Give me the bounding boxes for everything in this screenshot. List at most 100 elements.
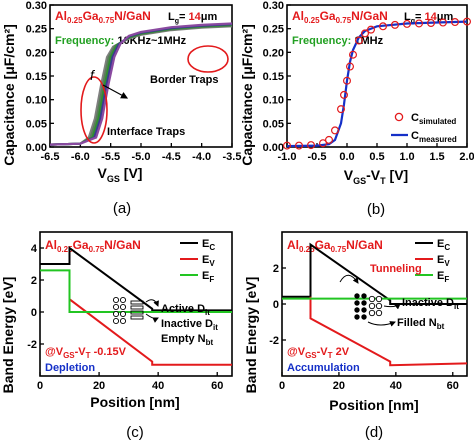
y-tick-label: 4 [31, 243, 38, 255]
panel-c-yticks: -2 0 2 4 [27, 243, 44, 351]
y-tick-label: 0.20 [26, 47, 47, 59]
y-tick-label: 0 [31, 307, 37, 319]
x-tick-label: -4.0 [192, 151, 211, 163]
y-tick-label: 0.15 [263, 71, 284, 83]
x-tick-label: 2.0 [459, 151, 474, 163]
panel-c-trap-icons [112, 296, 159, 325]
simulated-cv-point [451, 18, 460, 27]
simulated-cv-point [439, 18, 448, 27]
panel-d: Band Energy [eV] -2 0 2 0 20 40 60 Al0.25Ga0.… [243, 231, 468, 441]
panel-c-active-dit: Active Dit [161, 303, 210, 317]
panel-d-tunneling: Tunneling [370, 263, 422, 275]
y-tick-label: 0.00 [26, 142, 47, 154]
panel-c-inactive-dit: Inactive Dit [161, 318, 218, 332]
panel-a-axes [49, 4, 233, 148]
x-tick-label: -0.5 [308, 151, 327, 163]
legend-label: EF [437, 270, 449, 284]
simulated-cv-point [463, 17, 472, 26]
panel-d-ylabel: Band Energy [eV] [243, 277, 259, 394]
x-tick-label: 1.5 [429, 151, 444, 163]
x-tick-label: -3.5 [223, 151, 242, 163]
simulated-cv-point [337, 105, 346, 114]
y-tick-label: 0.10 [263, 95, 284, 107]
simulated-cv-point [367, 25, 376, 34]
y-tick-label: 0.30 [263, 0, 284, 12]
y-tick-label: -2 [27, 339, 37, 351]
y-tick-label: 0.30 [26, 0, 47, 12]
legend-label: EV [202, 254, 215, 268]
panel-d-legend: EC EV EF [415, 238, 450, 284]
panel-a-ylabel: Capacitance [μF/cm²] [1, 24, 17, 166]
panel-d-caption: (d) [365, 424, 383, 441]
simulated-cv-point [331, 126, 340, 135]
interface-traps-ellipse [80, 76, 108, 144]
panel-d-xlabel: Position [nm] [329, 397, 418, 413]
simulated-cv-point [283, 141, 292, 150]
panel-d-state: Accumulation [287, 362, 360, 374]
panel-d-xticks: 0 20 40 60 [279, 372, 459, 392]
panel-b-legend: Csimulated Cmeasured [391, 112, 457, 144]
simulated-cv-point [379, 22, 388, 31]
x-tick-label: 1.0 [399, 151, 414, 163]
panel-a-lg: Lg= 14μm [168, 11, 217, 25]
panel-b-ylabel: Capacitance [μF/cm²] [239, 24, 255, 166]
x-tick-label: -5.0 [132, 151, 151, 163]
panel-d-bias: @VGS-VT 2V [287, 346, 350, 360]
panel-b-cv-curves [283, 17, 472, 150]
legend-simulated-label: Csimulated [411, 112, 456, 126]
x-tick-label: 0 [37, 380, 43, 392]
simulated-cv-point [340, 90, 349, 99]
panel-b-caption: (b) [367, 201, 385, 218]
panel-b-axes [286, 4, 468, 148]
panel-a-caption: (a) [113, 200, 131, 217]
panel-c-material: Al0.25Ga0.75N/GaN [45, 238, 141, 254]
simulated-cv-point [319, 139, 328, 148]
x-tick-label: -5.5 [101, 151, 120, 163]
panel-c-legend: EC EV EF [180, 238, 215, 284]
y-tick-label: 0.00 [263, 142, 284, 154]
panel-c-ylabel: Band Energy [eV] [0, 277, 16, 394]
x-tick-label: 0.0 [339, 151, 354, 163]
legend-label: EF [202, 270, 214, 284]
simulated-cv-point [295, 141, 304, 150]
x-tick-label: 0 [279, 380, 285, 392]
y-tick-label: 0.10 [26, 95, 47, 107]
y-tick-label: 0.25 [263, 24, 284, 36]
panel-c-caption: (c) [126, 424, 144, 441]
legend-simulated-marker [394, 112, 404, 122]
legend-label: EV [437, 254, 450, 268]
frequency-f-label: f [90, 67, 96, 83]
panel-c-band-curves [40, 246, 232, 366]
border-traps-ellipse [187, 45, 229, 73]
y-tick-label: 0.25 [26, 24, 47, 36]
tunneling-arrow-icon [339, 274, 359, 284]
panel-d-trap-icons [354, 293, 401, 327]
panel-b-material: Al0.25Ga0.75N/GaN [292, 9, 388, 25]
band-ef-line [40, 269, 232, 313]
y-tick-label: 2 [31, 275, 37, 287]
simulated-cv-point [361, 29, 370, 38]
panel-d-yticks: -2 0 2 [269, 263, 286, 347]
panel-c-empty-nbt: Empty Nbt [161, 333, 214, 347]
panel-a-xlabel: VGS [V] [98, 165, 143, 184]
panel-d-filled-nbt: Filled Nbt [397, 317, 445, 331]
simulated-cv-point [343, 76, 352, 85]
simulated-cv-point [355, 36, 364, 45]
panel-b: Capacitance [μF/cm²] 0.00 0.05 0.10 0.15 0.2… [239, 0, 474, 218]
cv-frequency-curve [49, 22, 233, 146]
y-tick-label: 2 [273, 263, 279, 275]
panel-c-state: Depletion [45, 362, 95, 374]
panel-c-xlabel: Position [nm] [90, 394, 179, 410]
simulated-cv-point [415, 19, 424, 28]
border-traps-label: Border Traps [150, 74, 218, 86]
y-tick-label: 0 [273, 299, 279, 311]
simulated-cv-point [427, 18, 436, 27]
x-tick-label: -6.0 [71, 151, 90, 163]
panel-c-bias: @VGS-VT -0.15V [45, 346, 127, 360]
x-tick-label: 60 [447, 380, 459, 392]
y-tick-label: 0.05 [263, 118, 284, 130]
x-tick-label: 40 [152, 380, 164, 392]
simulated-cv-point [391, 20, 400, 29]
y-tick-label: -2 [269, 335, 279, 347]
